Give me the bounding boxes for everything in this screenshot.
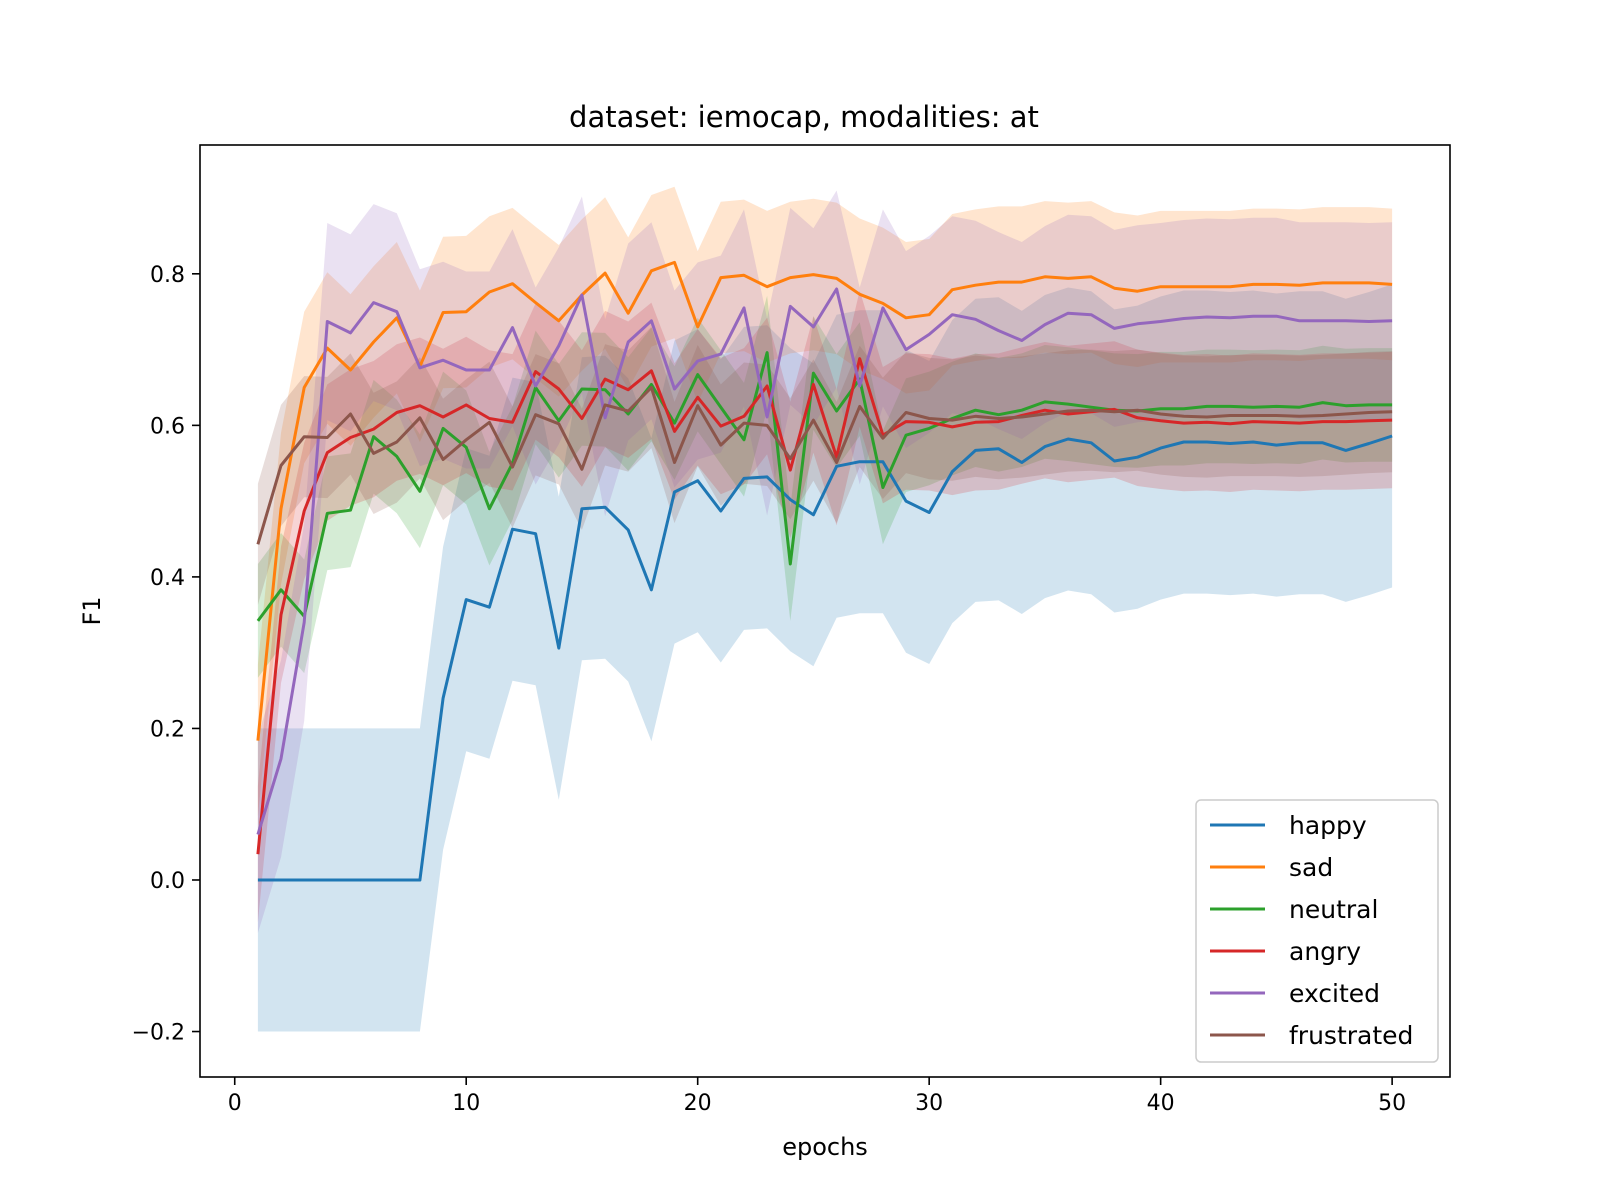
y-tick-label: 0.8 [150, 263, 185, 288]
legend-label-neutral: neutral [1289, 895, 1378, 924]
y-tick-label: 0.0 [150, 869, 185, 894]
line-frustrated [256, 386, 1393, 545]
y-tick-label: 0.4 [150, 566, 185, 591]
line-excited [256, 287, 1393, 835]
legend-label-frustrated: frustrated [1289, 1021, 1413, 1050]
legend: happy sad neutral angry excited frustrated [1195, 799, 1439, 1063]
x-tick-label: 0 [228, 1091, 242, 1116]
legend-label-sad: sad [1289, 853, 1333, 882]
y-tick-label: −0.2 [132, 1021, 185, 1046]
line-sad [256, 260, 1393, 741]
y-tick-label: 0.6 [150, 414, 185, 439]
band-neutral [257, 295, 1393, 678]
band-sad [257, 186, 1393, 817]
band-angry [257, 290, 1393, 923]
legend-label-angry: angry [1289, 937, 1361, 966]
chart-title: dataset: iemocap, modalities: at [569, 100, 1039, 134]
x-tick-label: 40 [1147, 1091, 1175, 1116]
x-axis-ticks: 0 10 20 30 40 50 [228, 1077, 1406, 1116]
band-happy [257, 284, 1393, 1032]
y-axis-ticks: −0.2 0.0 0.2 0.4 0.6 0.8 [132, 263, 200, 1046]
y-tick-label: 0.2 [150, 717, 185, 742]
legend-label-excited: excited [1289, 979, 1380, 1008]
legend-label-happy: happy [1289, 811, 1367, 840]
y-axis-label: F1 [78, 596, 106, 625]
plot-frame [199, 144, 1451, 1078]
line-neutral [256, 351, 1393, 622]
line-happy [257, 434, 1393, 882]
x-tick-label: 20 [684, 1091, 712, 1116]
x-tick-label: 50 [1378, 1091, 1406, 1116]
x-axis-label: epochs [782, 1133, 868, 1161]
series-lines [256, 260, 1393, 882]
x-tick-label: 30 [915, 1091, 943, 1116]
x-tick-label: 10 [452, 1091, 480, 1116]
line-angry [256, 357, 1393, 855]
